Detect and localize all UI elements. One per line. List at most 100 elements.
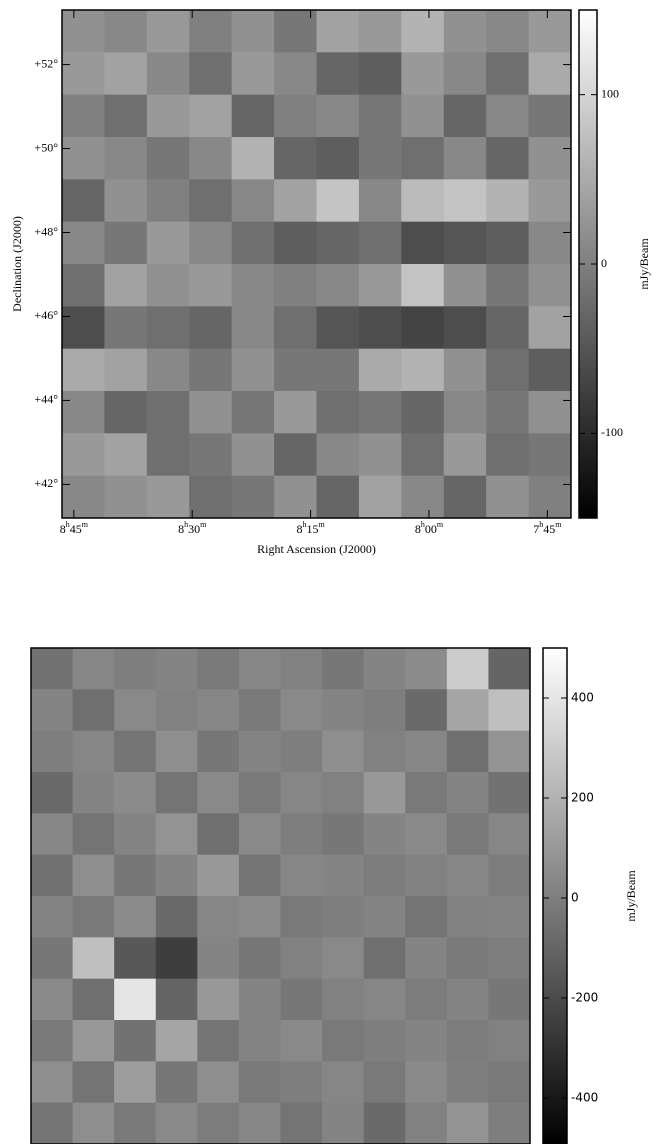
pixel (405, 1020, 448, 1062)
pixel (322, 648, 365, 690)
y-tick-label: +46° (34, 308, 58, 322)
pixel (488, 1061, 531, 1104)
pixel (72, 854, 115, 897)
pixel (197, 689, 240, 732)
pixel (238, 854, 281, 897)
pixel (446, 1061, 489, 1104)
pixel (197, 896, 240, 938)
pixel (274, 475, 317, 519)
pixel (443, 221, 487, 265)
pixel (488, 1020, 531, 1062)
pixel (363, 648, 406, 690)
pixel (401, 433, 445, 477)
pixel (322, 730, 365, 773)
pixel (280, 854, 323, 897)
pixel (114, 813, 157, 856)
pixel (31, 813, 74, 856)
pixel (62, 433, 105, 477)
pixel (104, 264, 148, 307)
pixel (238, 896, 281, 938)
y-tick-label: +42° (34, 476, 58, 490)
pixel (62, 179, 105, 223)
pixel (322, 813, 365, 856)
pixel (31, 937, 74, 980)
pixel (189, 179, 233, 223)
pixel (280, 648, 323, 690)
pixel (274, 10, 317, 53)
pixel (486, 433, 530, 477)
pixel (280, 1102, 323, 1144)
pixel (405, 937, 448, 980)
pixel (316, 221, 360, 265)
pixel (114, 730, 157, 773)
pixel (488, 937, 531, 980)
pixel (316, 306, 360, 350)
pixel (146, 433, 190, 477)
pixel (274, 433, 317, 477)
pixel (486, 264, 530, 307)
pixel (146, 391, 190, 434)
pixel (238, 1020, 281, 1062)
pixel (274, 348, 317, 392)
pixel (62, 475, 105, 519)
pixel (238, 978, 281, 1021)
plot-frame (61, 9, 572, 519)
pixel (363, 978, 406, 1021)
pixel (114, 854, 157, 897)
pixel (189, 94, 233, 138)
pixel (231, 306, 275, 350)
pixel (358, 221, 402, 265)
pixel (405, 896, 448, 938)
pixel (197, 772, 240, 814)
pixel (155, 772, 198, 814)
pixel (316, 52, 360, 96)
pixel (443, 306, 487, 350)
pixel (280, 896, 323, 938)
pixel (528, 10, 572, 53)
pixel (231, 264, 275, 307)
pixel (146, 221, 190, 265)
x-axis-label: Right Ascension (J2000) (257, 542, 376, 556)
pixel (358, 433, 402, 477)
pixel (405, 689, 448, 732)
pixel (72, 1061, 115, 1104)
pixel (238, 730, 281, 773)
pixel (197, 937, 240, 980)
pixel (363, 730, 406, 773)
pixel (316, 475, 360, 519)
pixel (189, 306, 233, 350)
pixel (62, 10, 105, 53)
pixel (443, 52, 487, 96)
pixel (274, 306, 317, 350)
pixel (322, 1102, 365, 1144)
pixel (486, 137, 530, 180)
colorbar-tick-label: 0 (571, 891, 579, 905)
pixel (104, 179, 148, 223)
pixel (146, 348, 190, 392)
pixel (528, 391, 572, 434)
pixel (316, 348, 360, 392)
pixel (62, 52, 105, 96)
pixel (280, 978, 323, 1021)
pixel (231, 221, 275, 265)
pixel (443, 10, 487, 53)
pixel (155, 937, 198, 980)
pixel (488, 648, 531, 690)
pixel (488, 689, 531, 732)
pixel (104, 221, 148, 265)
pixel (401, 10, 445, 53)
pixel (358, 306, 402, 350)
pixel (114, 772, 157, 814)
pixel (238, 937, 281, 980)
pixel (62, 137, 105, 180)
pixel (31, 1061, 74, 1104)
pixel (238, 1061, 281, 1104)
pixel (104, 391, 148, 434)
pixel (446, 937, 489, 980)
pixel (488, 772, 531, 814)
pixel (363, 772, 406, 814)
pixel (528, 137, 572, 180)
pixel (528, 264, 572, 307)
pixel (528, 306, 572, 350)
